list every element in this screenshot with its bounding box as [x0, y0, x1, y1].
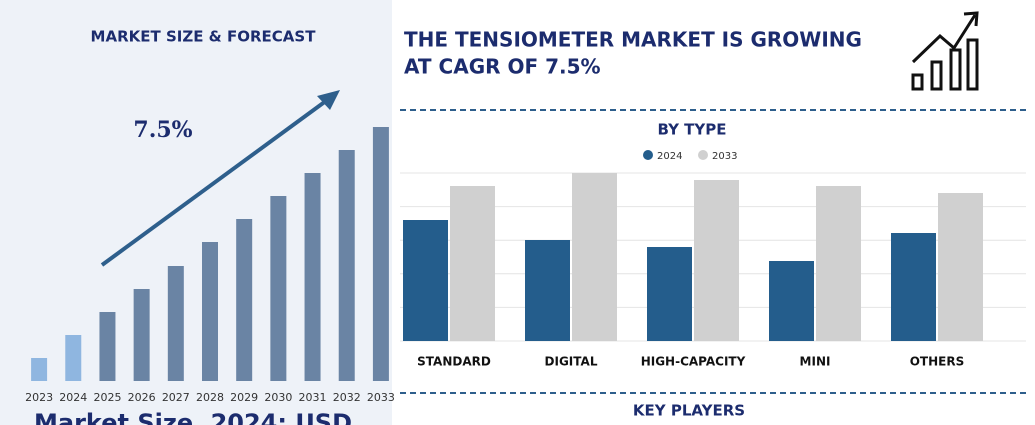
bar — [270, 196, 287, 381]
key-players-title: KEY PLAYERS — [633, 402, 745, 420]
x-tick-label: 2023 — [25, 391, 53, 404]
headline-line: AT CAGR OF 7.5% — [404, 55, 601, 79]
x-tick-label: 2025 — [93, 391, 121, 404]
x-tick-label: 2032 — [333, 391, 361, 404]
bar — [694, 180, 739, 341]
x-tick-label: 2033 — [367, 391, 395, 404]
x-tick-label: 2030 — [264, 391, 292, 404]
legend-swatch — [698, 150, 708, 160]
x-tick-label: 2028 — [196, 391, 224, 404]
legend-swatch — [643, 150, 653, 160]
forecast-title: MARKET SIZE & FORECAST — [91, 28, 317, 46]
bar — [647, 247, 692, 341]
bar — [338, 150, 355, 381]
bar — [525, 240, 570, 341]
arrow-head — [317, 90, 340, 110]
growth-icon — [911, 11, 979, 91]
growth-arrow — [100, 96, 332, 267]
legend-label: 2024 — [657, 151, 682, 162]
bar — [65, 335, 82, 381]
headline-line: THE TENSIOMETER MARKET IS GROWING — [404, 28, 862, 52]
left-panel — [0, 0, 392, 425]
bar — [31, 358, 48, 381]
bar — [450, 186, 495, 341]
x-tick-label: STANDARD — [417, 355, 491, 369]
bar — [202, 242, 218, 381]
bar — [372, 127, 389, 381]
x-tick-label: 2024 — [59, 391, 87, 404]
x-tick-label: 2029 — [230, 391, 258, 404]
bar — [938, 193, 983, 341]
bar — [769, 261, 814, 341]
bar — [167, 266, 184, 381]
bar — [891, 233, 936, 341]
x-tick-label: MINI — [800, 355, 831, 369]
bar — [816, 186, 861, 341]
bar — [133, 289, 150, 381]
bar — [236, 219, 253, 381]
x-tick-label: 2027 — [162, 391, 190, 404]
legend-label: 2033 — [712, 151, 737, 162]
cagr-annotation: 7.5% — [133, 117, 192, 143]
type-title: BY TYPE — [657, 121, 726, 139]
bar — [572, 173, 617, 341]
market-size-caption: Market Size, 2024: USD — [34, 409, 352, 425]
bar — [304, 173, 321, 381]
bar — [403, 220, 448, 341]
x-tick-label: 2031 — [299, 391, 327, 404]
x-tick-label: DIGITAL — [545, 355, 598, 369]
bar — [99, 312, 116, 381]
x-tick-label: 2026 — [128, 391, 156, 404]
x-tick-label: HIGH-CAPACITY — [641, 355, 746, 369]
x-tick-label: OTHERS — [910, 355, 965, 369]
